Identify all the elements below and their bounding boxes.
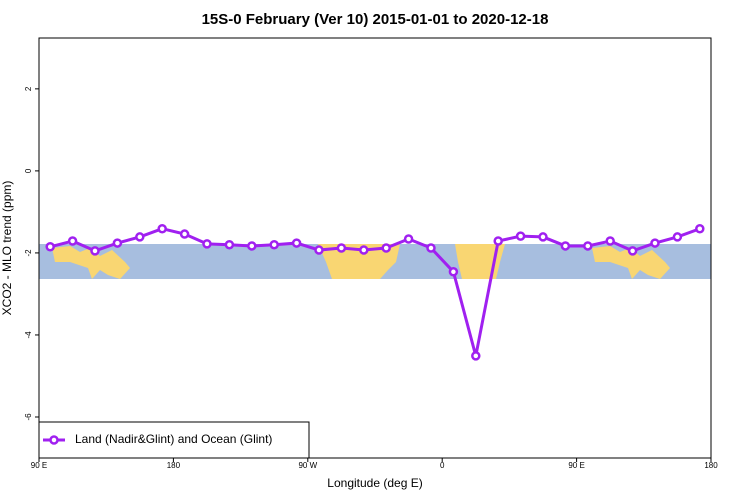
data-point [650, 238, 660, 248]
data-point [157, 223, 167, 234]
plot-frame [38, 37, 712, 459]
data-point [695, 223, 705, 234]
data-point [291, 238, 302, 248]
data-point [583, 241, 593, 251]
x-tick-label: 0 [440, 461, 445, 470]
data-point [672, 232, 683, 242]
data-point [314, 245, 324, 255]
x-tick-label: 90 W [298, 461, 317, 470]
data-point [45, 242, 55, 252]
data-point [224, 239, 235, 250]
data-point [627, 246, 638, 256]
y-tick-label: 0 [24, 168, 33, 173]
data-point [135, 232, 145, 242]
data-point [515, 231, 526, 241]
y-tick-label: 2 [24, 86, 33, 91]
data-point [90, 246, 100, 256]
data-point [381, 243, 391, 253]
y-tick-label: -4 [24, 331, 33, 339]
data-point [112, 238, 123, 248]
data-point [471, 351, 481, 361]
legend: Land (Nadir&Glint) and Ocean (Glint) [38, 421, 310, 459]
data-point [269, 239, 279, 250]
data-point [605, 236, 615, 246]
data-point [336, 243, 347, 253]
x-tick-label: 90 E [568, 461, 584, 470]
chart-title: 15S-0 February (Ver 10) 2015-01-01 to 20… [202, 11, 549, 28]
data-point [359, 245, 369, 255]
data-point [560, 241, 571, 251]
y-axis-label: XCO2 - MLO trend (ppm) [0, 181, 14, 316]
data-point [67, 236, 78, 246]
data-point [202, 239, 212, 249]
x-tick-label: 90 E [31, 461, 47, 470]
x-axis-label: Longitude (deg E) [327, 476, 422, 490]
legend-marker [49, 435, 59, 445]
data-point [403, 234, 414, 244]
legend-box [38, 421, 310, 459]
x-tick-label: 180 [704, 461, 718, 470]
y-tick-label: -2 [24, 249, 33, 257]
data-point [538, 232, 548, 242]
data-point [426, 243, 436, 253]
y-tick-label: -6 [24, 413, 33, 421]
data-point [247, 241, 257, 251]
data-point [179, 229, 190, 239]
x-tick-label: 180 [167, 461, 181, 470]
data-point [493, 236, 503, 246]
legend-label: Land (Nadir&Glint) and Ocean (Glint) [75, 432, 272, 446]
data-point [448, 267, 459, 277]
